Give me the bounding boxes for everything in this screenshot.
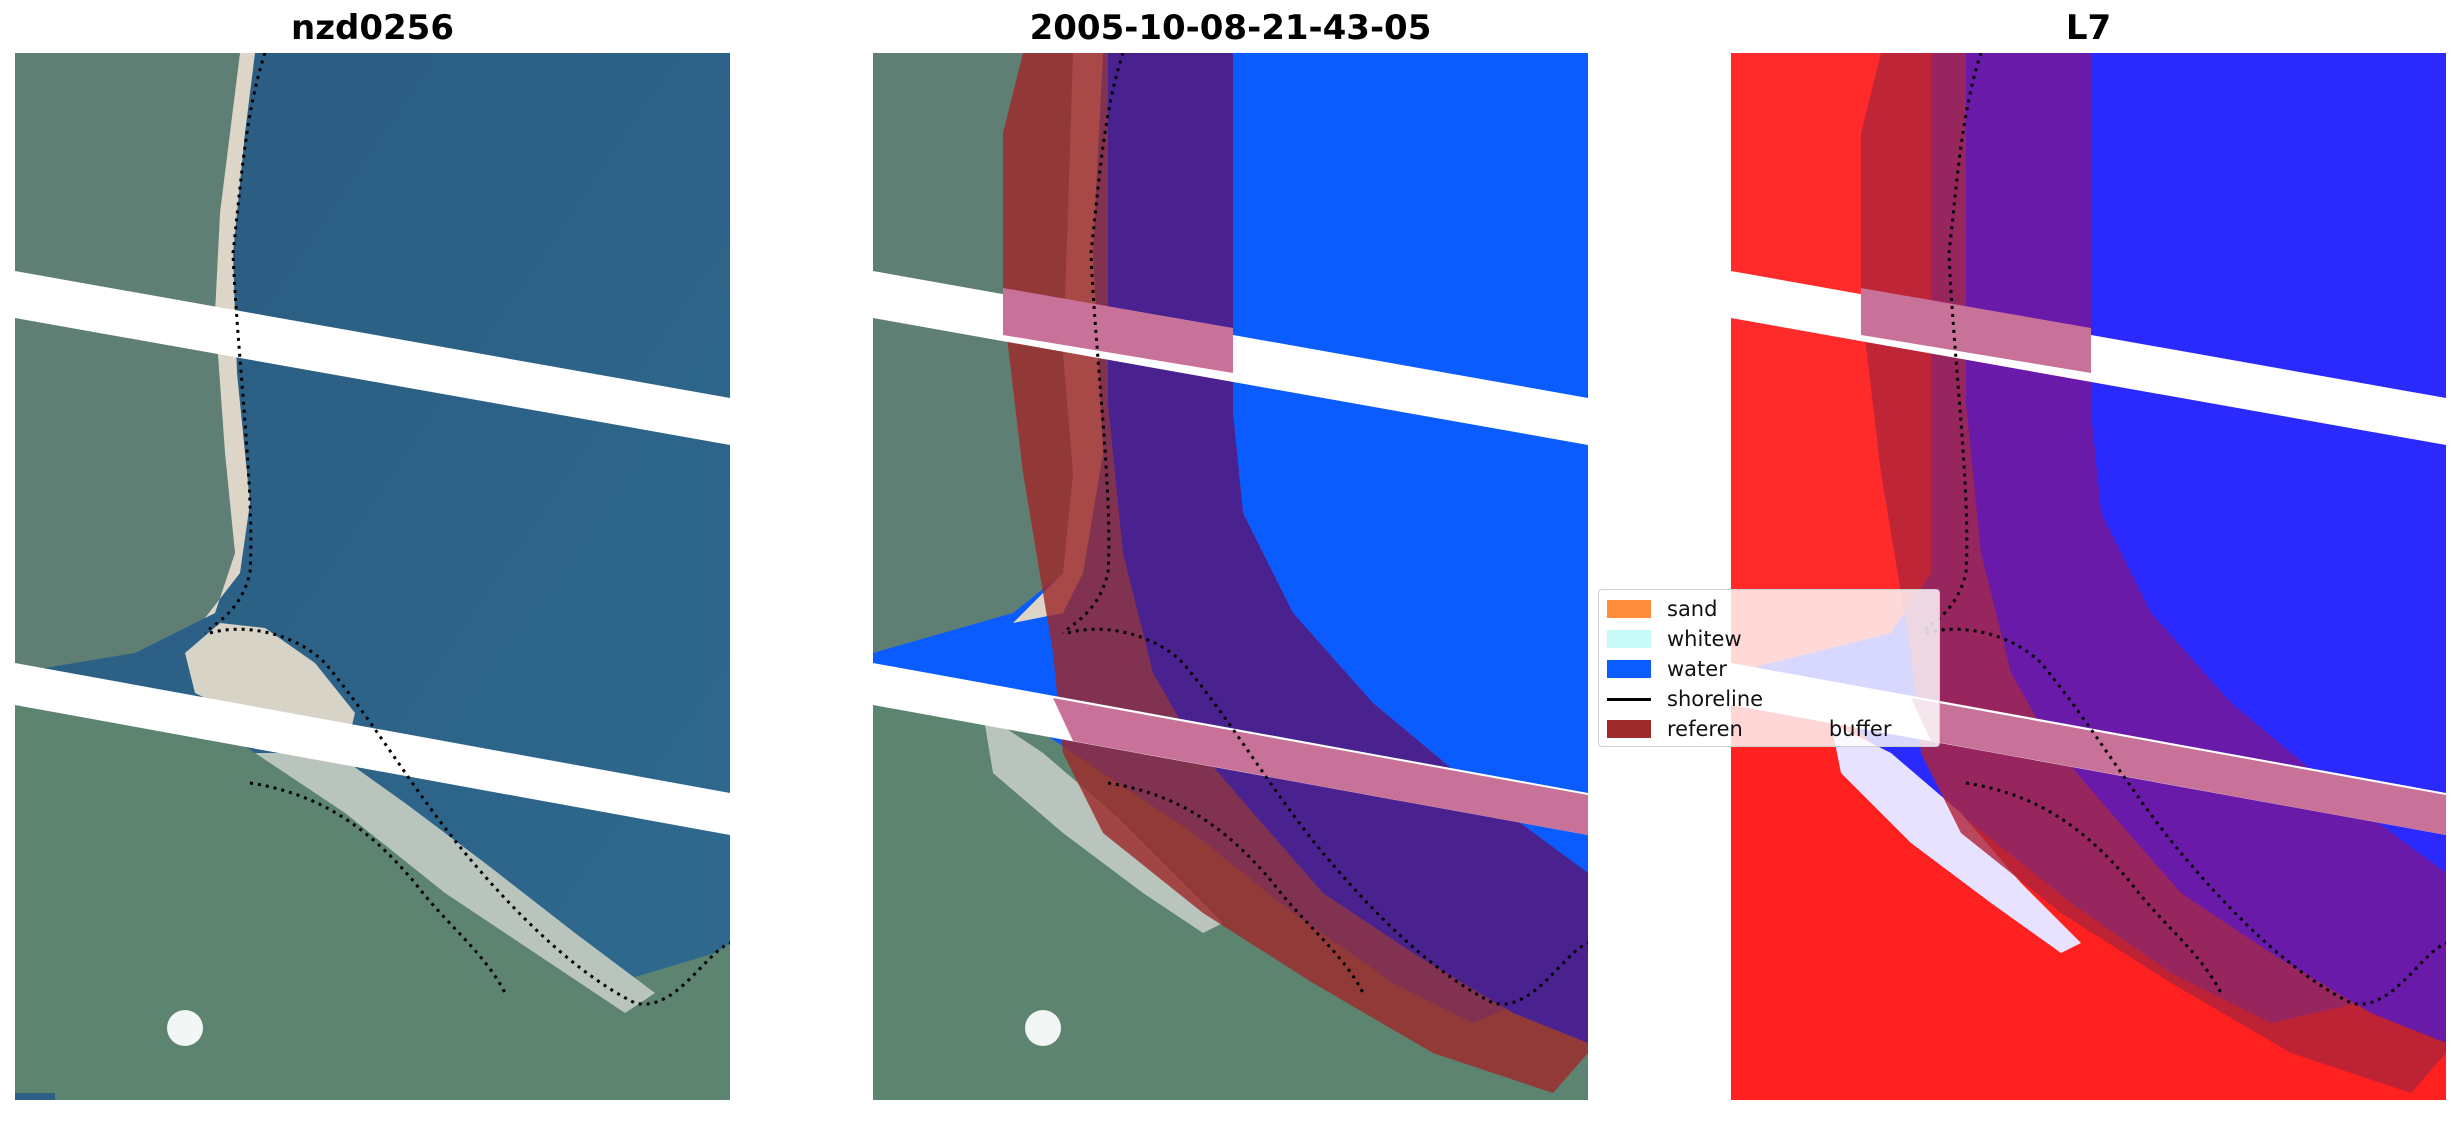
legend-item-shoreline: shoreline <box>1607 686 1763 712</box>
legend-swatch-sand <box>1607 600 1651 618</box>
classification-panel <box>873 53 1588 1100</box>
legend-label-water: water <box>1667 657 1727 681</box>
legend-label-whitewater: whitew <box>1667 627 1742 651</box>
index-panel <box>1731 53 2446 1100</box>
legend-swatch-reference-buffer <box>1607 720 1651 738</box>
legend-item-whitewater: whitew <box>1607 626 1742 652</box>
legend-swatch-shoreline <box>1607 697 1651 701</box>
legend-label-buffer: buffer <box>1828 717 1892 741</box>
rgb-image-panel <box>15 53 730 1100</box>
legend-swatch-water <box>1607 660 1651 678</box>
legend-label-reference: referen <box>1667 717 1743 741</box>
legend-item-water: water <box>1607 656 1727 682</box>
legend-label-shoreline: shoreline <box>1667 687 1764 711</box>
panel-title-index: L7 <box>2065 8 2112 48</box>
legend: sand whitew water shoreline referen buff… <box>1598 589 1940 747</box>
legend-label-sand: sand <box>1667 597 1718 621</box>
panel-title-classification: 2005-10-08-21-43-05 <box>1029 8 1432 48</box>
legend-item-reference-buffer: referen buffer <box>1607 716 1891 742</box>
index-image <box>1731 53 2446 1100</box>
panel-title-rgb: nzd0256 <box>291 8 454 48</box>
rgb-image <box>15 53 730 1100</box>
classification-image <box>873 53 1588 1100</box>
legend-item-sand: sand <box>1607 596 1717 622</box>
legend-swatch-whitewater <box>1607 630 1651 648</box>
